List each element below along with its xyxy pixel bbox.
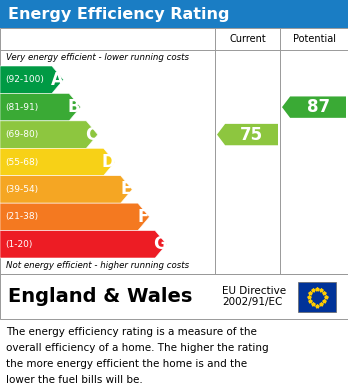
Text: England & Wales: England & Wales xyxy=(8,287,192,306)
Text: 2002/91/EC: 2002/91/EC xyxy=(222,298,282,307)
Bar xyxy=(0,0,348,28)
Text: Potential: Potential xyxy=(293,34,335,44)
Text: the more energy efficient the home is and the: the more energy efficient the home is an… xyxy=(6,359,247,369)
Text: E: E xyxy=(120,180,132,198)
Text: (69-80): (69-80) xyxy=(5,130,38,139)
Polygon shape xyxy=(0,93,81,121)
Text: D: D xyxy=(102,153,116,171)
Polygon shape xyxy=(0,231,167,258)
Text: (21-38): (21-38) xyxy=(5,212,38,221)
Text: B: B xyxy=(68,98,81,116)
Polygon shape xyxy=(0,203,149,231)
Text: Current: Current xyxy=(229,34,266,44)
Text: Energy Efficiency Rating: Energy Efficiency Rating xyxy=(8,7,229,22)
Polygon shape xyxy=(0,176,132,203)
Text: (1-20): (1-20) xyxy=(5,240,32,249)
Bar xyxy=(0,28,348,274)
Text: (39-54): (39-54) xyxy=(5,185,38,194)
Text: The energy efficiency rating is a measure of the: The energy efficiency rating is a measur… xyxy=(6,327,257,337)
Polygon shape xyxy=(0,121,98,148)
Text: 87: 87 xyxy=(307,98,330,116)
Text: G: G xyxy=(153,235,167,253)
Text: F: F xyxy=(137,208,149,226)
Text: lower the fuel bills will be.: lower the fuel bills will be. xyxy=(6,375,143,385)
Text: Not energy efficient - higher running costs: Not energy efficient - higher running co… xyxy=(6,262,189,271)
Text: EU Directive: EU Directive xyxy=(222,285,286,296)
Text: 75: 75 xyxy=(240,126,263,143)
Text: A: A xyxy=(51,71,64,89)
Text: (92-100): (92-100) xyxy=(5,75,44,84)
Text: overall efficiency of a home. The higher the rating: overall efficiency of a home. The higher… xyxy=(6,343,269,353)
Polygon shape xyxy=(0,148,115,176)
Bar xyxy=(0,274,348,319)
Polygon shape xyxy=(282,97,346,118)
Text: (81-91): (81-91) xyxy=(5,103,38,112)
Text: C: C xyxy=(85,126,97,143)
Text: (55-68): (55-68) xyxy=(5,158,38,167)
Text: Very energy efficient - lower running costs: Very energy efficient - lower running co… xyxy=(6,54,189,63)
Polygon shape xyxy=(0,66,63,93)
Bar xyxy=(298,282,336,312)
Polygon shape xyxy=(217,124,278,145)
